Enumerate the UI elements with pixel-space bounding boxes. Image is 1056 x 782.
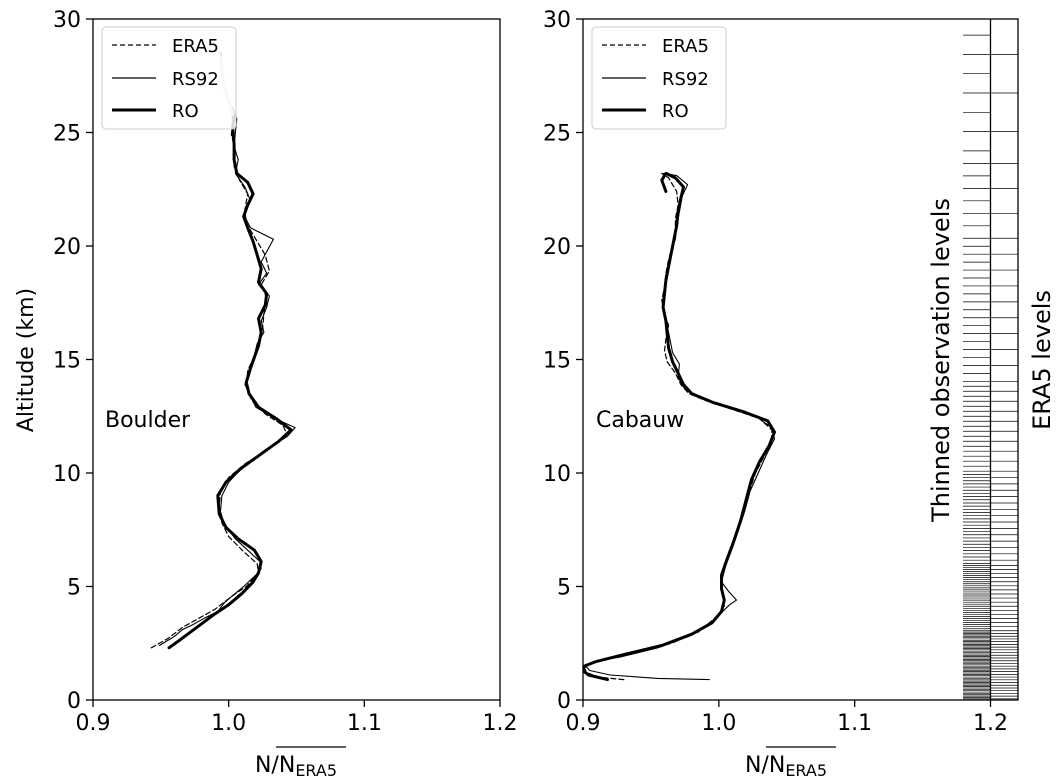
left-xlabel-base: N/ [255, 753, 279, 778]
left-series-rs92 [158, 106, 296, 647]
right-xlabel-over: N [769, 753, 785, 778]
left-legend-label-era5: ERA5 [172, 36, 219, 57]
left-ytick-label: 30 [53, 8, 81, 33]
right-legend-box [591, 26, 727, 130]
left-xtick-label: 1.2 [483, 711, 518, 736]
era5-levels-label: ERA5 levels [1028, 290, 1056, 430]
right-ytick-label: 20 [543, 235, 571, 260]
right-series-ro [583, 171, 776, 682]
left-ytick-label: 25 [53, 122, 81, 147]
right-legend-label-era5: ERA5 [662, 36, 709, 57]
right-xtick-label: 0.9 [566, 711, 601, 736]
left-ytick-label: 10 [53, 462, 81, 487]
right-x-axis-label: N/NERA5 [745, 746, 836, 780]
right-x-ticks: 0.9 1.0 1.1 1.2 [566, 700, 1008, 736]
right-legend-label-rs92: RS92 [662, 69, 709, 90]
right-ytick-label: 10 [543, 462, 571, 487]
right-xlabel-sub: ERA5 [785, 761, 827, 780]
right-series-group [583, 171, 776, 682]
right-xlabel-base: N/ [745, 753, 769, 778]
right-xtick-label: 1.1 [837, 711, 872, 736]
right-x-axis-label-text: N/NERA5 [745, 753, 827, 780]
thinned-observation-levels-label: Thinned observation levels [927, 198, 955, 523]
right-site-annotation: Cabauw [596, 408, 684, 433]
left-y-axis-label: Altitude (km) [14, 288, 39, 432]
right-legend-label-ro: RO [662, 101, 689, 122]
left-ytick-label: 20 [53, 235, 81, 260]
left-xlabel-over: N [279, 753, 295, 778]
right-y-ticks: 0 5 10 15 20 25 30 [543, 8, 583, 714]
left-legend-box [101, 26, 237, 130]
left-ytick-label: 15 [53, 349, 81, 374]
left-ytick-label: 0 [67, 689, 81, 714]
left-series-ro [167, 112, 293, 650]
left-legend-label-ro: RO [172, 101, 199, 122]
left-xtick-label: 0.9 [76, 711, 111, 736]
right-xtick-label: 1.2 [973, 711, 1008, 736]
right-ytick-label: 5 [557, 576, 571, 601]
left-series-era5 [150, 50, 288, 649]
left-y-ticks: 0 5 10 15 20 25 30 [53, 8, 93, 714]
left-legend: ERA5 RS92 RO [101, 26, 237, 130]
right-ytick-label: 15 [543, 349, 571, 374]
left-xtick-label: 1.0 [211, 711, 246, 736]
left-series-group [150, 50, 296, 650]
left-site-annotation: Boulder [105, 408, 191, 433]
left-ytick-label: 5 [67, 576, 81, 601]
left-legend-label-rs92: RS92 [172, 69, 219, 90]
right-xtick-label: 1.0 [701, 711, 736, 736]
right-ytick-label: 30 [543, 8, 571, 33]
right-level-marks [963, 19, 1018, 700]
right-ytick-label: 0 [557, 689, 571, 714]
left-x-axis-label: N/NERA5 [255, 746, 346, 780]
left-x-ticks: 0.9 1.0 1.1 1.2 [76, 700, 518, 736]
right-legend: ERA5 RS92 RO [591, 26, 727, 130]
right-ytick-label: 25 [543, 122, 571, 147]
left-xlabel-sub: ERA5 [295, 761, 337, 780]
left-xtick-label: 1.1 [347, 711, 382, 736]
left-x-axis-label-text: N/NERA5 [255, 753, 337, 780]
